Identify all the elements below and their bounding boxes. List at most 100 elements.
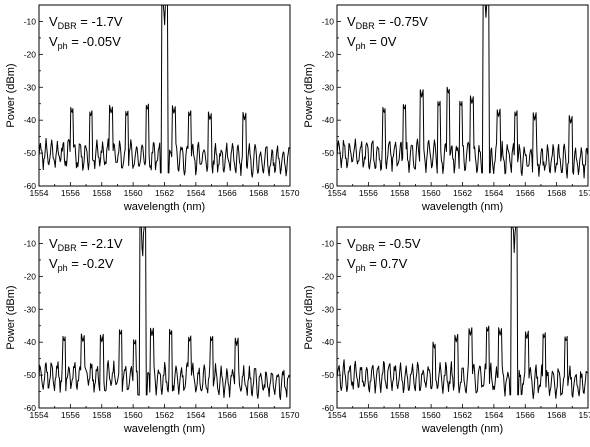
- x-tick-label: 1568: [547, 410, 566, 420]
- x-tick-label: 1566: [218, 410, 237, 420]
- y-tick-label: -50: [322, 370, 335, 380]
- x-axis-label: wavelength (nm): [421, 423, 503, 435]
- y-tick-label: -40: [24, 337, 37, 347]
- x-tick-label: 1566: [516, 188, 535, 198]
- y-tick-label: -20: [24, 271, 37, 281]
- annotation-subscript: DBR: [356, 21, 376, 31]
- x-tick-label: 1560: [124, 410, 143, 420]
- annotation-value: = -2.1V: [77, 236, 123, 251]
- x-tick-label: 1566: [218, 188, 237, 198]
- x-tick-label: 1558: [92, 188, 111, 198]
- x-axis-label: wavelength (nm): [421, 201, 503, 213]
- y-axis-label: Power (dBm): [5, 285, 17, 349]
- plot-frame: [38, 4, 291, 187]
- y-tick-label: -60: [24, 181, 37, 191]
- x-tick-label: 1556: [359, 188, 378, 198]
- y-tick-label: -30: [24, 304, 37, 314]
- chart-panel-4: 1554 1556 1558 1560 1562 1564 1566 1568 1570 -60 -…: [303, 226, 590, 435]
- x-tick-label: 1558: [390, 188, 409, 198]
- voltage-annotation-2: Vph = -0.2V: [49, 256, 114, 273]
- annotation-value: = -0.5V: [375, 236, 421, 251]
- voltage-annotation-1: VDBR = -0.5V: [347, 236, 421, 253]
- x-tick-label: 1570: [579, 410, 590, 420]
- x-tick-label: 1562: [453, 410, 472, 420]
- x-tick-label: 1562: [155, 410, 174, 420]
- annotation-subscript: DBR: [356, 243, 376, 253]
- annotation-subscript: DBR: [58, 243, 78, 253]
- x-tick-label: 1556: [359, 410, 378, 420]
- x-tick-label: 1558: [390, 410, 409, 420]
- spectrum-trace-1: [38, 226, 291, 400]
- x-tick-label: 1554: [328, 188, 347, 198]
- x-tick-label: 1556: [61, 188, 80, 198]
- annotation-value: = 0V: [366, 34, 397, 49]
- x-tick-label: 1562: [453, 188, 472, 198]
- x-tick-label: 1558: [92, 410, 111, 420]
- y-tick-label: -10: [24, 238, 37, 248]
- y-tick-label: -10: [322, 16, 335, 26]
- x-tick-label: 1560: [422, 410, 441, 420]
- y-tick-label: -30: [24, 82, 37, 92]
- x-tick-label: 1564: [484, 410, 503, 420]
- annotation-symbol: V: [347, 34, 356, 49]
- chart-panel-2: 1554 1556 1558 1560 1562 1564 1566 1568 1570 -60 -…: [303, 4, 590, 213]
- y-tick-label: -40: [322, 337, 335, 347]
- y-tick-label: -20: [24, 49, 37, 59]
- spectrum-trace-1: [336, 4, 589, 179]
- annotation-subscript: ph: [356, 41, 366, 51]
- y-tick-label: -30: [322, 304, 335, 314]
- annotation-subscript: ph: [58, 41, 68, 51]
- annotation-symbol: V: [347, 236, 356, 251]
- annotation-symbol: V: [49, 236, 58, 251]
- x-tick-label: 1570: [579, 188, 590, 198]
- plot-frame: [38, 226, 291, 409]
- plot-frame: [336, 4, 589, 187]
- y-tick-label: -60: [322, 403, 335, 413]
- x-tick-label: 1570: [281, 188, 300, 198]
- plot-frame: [336, 226, 589, 409]
- x-tick-label: 1554: [30, 410, 49, 420]
- y-tick-label: -10: [322, 238, 335, 248]
- annotation-symbol: V: [49, 256, 58, 271]
- x-tick-label: 1556: [61, 410, 80, 420]
- y-tick-label: -10: [24, 16, 37, 26]
- spectrum-trace-1: [38, 4, 291, 178]
- x-tick-label: 1554: [30, 188, 49, 198]
- y-tick-label: -30: [322, 82, 335, 92]
- voltage-annotation-1: VDBR = -1.7V: [49, 14, 123, 31]
- y-tick-label: -50: [24, 148, 37, 158]
- chart-panel-1: 1554 1556 1558 1560 1562 1564 1566 1568 1570 -60 -…: [5, 4, 300, 213]
- x-tick-label: 1564: [186, 188, 205, 198]
- annotation-symbol: V: [347, 14, 356, 29]
- voltage-annotation-1: VDBR = -2.1V: [49, 236, 123, 253]
- x-tick-label: 1570: [281, 410, 300, 420]
- annotation-symbol: V: [49, 34, 58, 49]
- voltage-annotation-2: Vph = -0.05V: [49, 34, 121, 51]
- y-axis-label: Power (dBm): [303, 285, 315, 349]
- annotation-value: = -0.2V: [68, 256, 114, 271]
- x-tick-label: 1568: [249, 188, 268, 198]
- spectrum-trace-1: [336, 226, 588, 400]
- y-tick-label: -60: [24, 403, 37, 413]
- annotation-value: = -0.05V: [68, 34, 121, 49]
- annotation-value: = 0.7V: [366, 256, 408, 271]
- y-axis-label: Power (dBm): [303, 63, 315, 127]
- chart-panel-3: 1554 1556 1558 1560 1562 1564 1566 1568 1570 -60 -…: [5, 226, 300, 435]
- annotation-subscript: DBR: [58, 21, 78, 31]
- x-tick-label: 1568: [547, 188, 566, 198]
- x-tick-label: 1560: [124, 188, 143, 198]
- annotation-value: = -1.7V: [77, 14, 123, 29]
- y-tick-label: -20: [322, 271, 335, 281]
- annotation-subscript: ph: [356, 263, 366, 273]
- voltage-annotation-2: Vph = 0V: [347, 34, 397, 51]
- x-axis-label: wavelength (nm): [123, 201, 205, 213]
- y-tick-label: -50: [322, 148, 335, 158]
- x-tick-label: 1560: [422, 188, 441, 198]
- voltage-annotation-1: VDBR = -0.75V: [347, 14, 428, 31]
- x-tick-label: 1568: [249, 410, 268, 420]
- x-axis-label: wavelength (nm): [123, 423, 205, 435]
- annotation-symbol: V: [49, 14, 58, 29]
- y-axis-label: Power (dBm): [5, 63, 17, 127]
- annotation-subscript: ph: [58, 263, 68, 273]
